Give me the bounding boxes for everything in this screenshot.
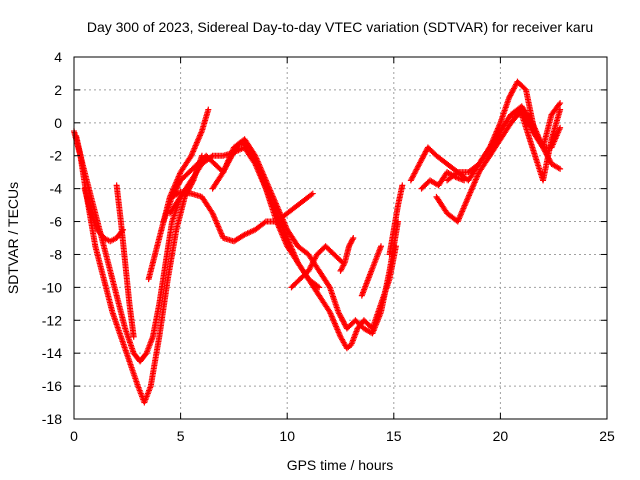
x-tick-label: 5 (177, 428, 185, 444)
y-tick-label: 0 (54, 115, 62, 131)
y-tick-label: -8 (50, 246, 63, 262)
y-tick-label: -18 (42, 411, 62, 427)
data-point (399, 182, 406, 189)
y-tick-label: -2 (50, 148, 63, 164)
data-point (378, 243, 385, 250)
data-point (557, 165, 564, 172)
series-2 (73, 132, 184, 365)
series-4 (113, 182, 137, 340)
data-point (350, 235, 357, 241)
data-point (341, 261, 348, 268)
chart-title: Day 300 of 2023, Sidereal Day-to-day VTE… (87, 19, 593, 35)
y-tick-label: 2 (54, 82, 62, 98)
series-10 (288, 243, 346, 291)
y-tick-label: -6 (50, 214, 63, 230)
series-5 (169, 188, 316, 245)
x-tick-label: 20 (493, 428, 509, 444)
data-point (556, 101, 563, 108)
y-tick-label: -4 (50, 181, 63, 197)
series-17 (418, 169, 468, 192)
y-tick-label: -14 (42, 345, 62, 361)
data-point (557, 100, 564, 107)
x-tick-label: 10 (279, 428, 295, 444)
y-tick-label: -10 (42, 279, 62, 295)
data-point (453, 170, 460, 177)
series-18 (486, 106, 564, 159)
data-point (208, 153, 215, 160)
y-axis-label: SDTVAR / TECUs (5, 182, 21, 294)
data-point (314, 283, 321, 290)
y-tick-label: 4 (54, 49, 62, 65)
data-point (205, 106, 212, 113)
series-12 (358, 243, 385, 299)
series-9 (166, 144, 323, 291)
x-tick-label: 0 (70, 428, 78, 444)
y-tick-label: -16 (42, 378, 62, 394)
data-point (261, 219, 268, 226)
data-point (349, 236, 356, 243)
series-13 (386, 182, 406, 258)
data-point (316, 284, 323, 291)
data-point (309, 190, 316, 197)
data-point (557, 124, 564, 131)
data-point (130, 333, 137, 340)
plot-area-border (73, 56, 608, 420)
x-axis-label: GPS time / hours (287, 457, 394, 473)
series-11 (337, 235, 357, 274)
x-tick-label: 15 (386, 428, 402, 444)
axis-ticks: 0 5 10 15 20 25 -18 -16 -14 -12 -10 -8 -6 -4 -2 0 2 4 (42, 49, 615, 444)
x-tick-label: 25 (599, 428, 615, 444)
data-points (71, 78, 564, 406)
y-tick-label: -12 (42, 312, 62, 328)
data-point (461, 177, 468, 184)
